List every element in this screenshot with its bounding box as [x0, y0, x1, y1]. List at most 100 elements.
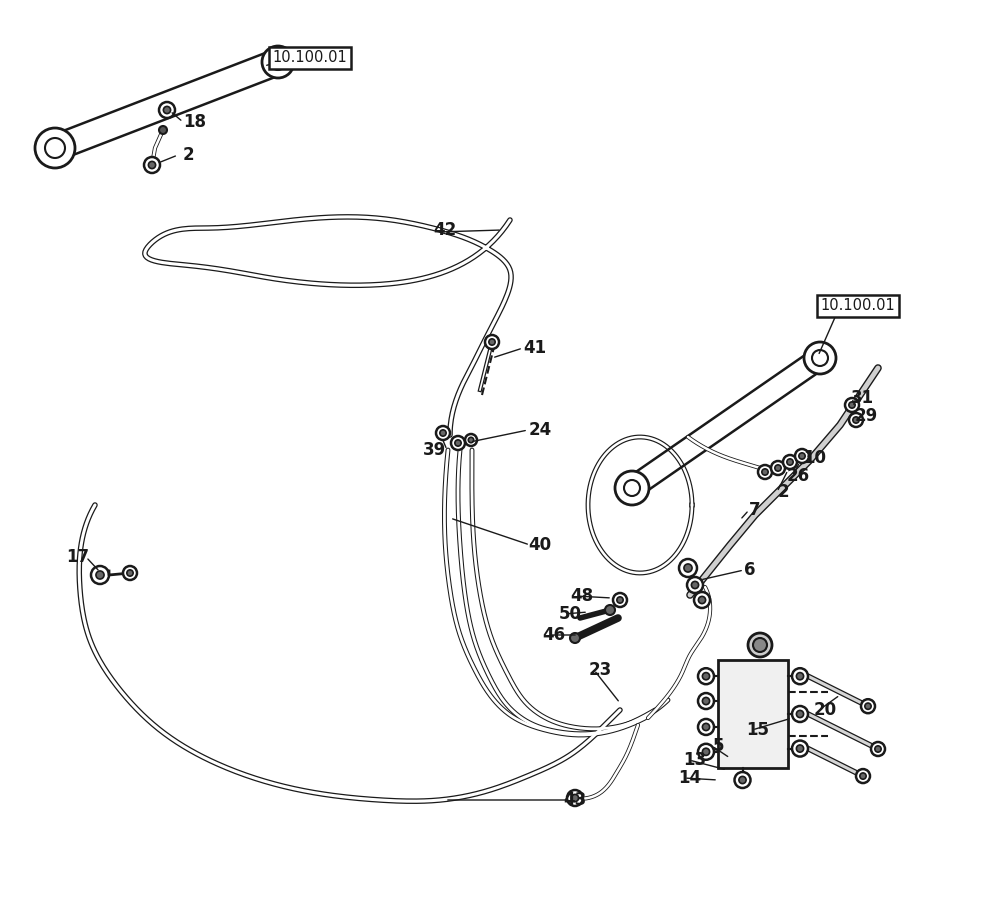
Circle shape [698, 719, 714, 735]
Circle shape [796, 711, 804, 717]
Text: 6: 6 [744, 561, 756, 579]
Text: 10.100.01: 10.100.01 [273, 50, 347, 66]
Circle shape [734, 772, 750, 788]
Text: 13: 13 [683, 751, 707, 769]
Circle shape [865, 703, 871, 709]
Circle shape [679, 559, 697, 577]
Circle shape [787, 459, 793, 465]
Circle shape [485, 335, 499, 349]
Circle shape [465, 434, 477, 446]
Circle shape [123, 566, 137, 580]
Text: 43: 43 [563, 791, 587, 809]
Circle shape [270, 54, 286, 70]
Circle shape [159, 102, 175, 118]
Circle shape [812, 350, 828, 366]
Text: 20: 20 [813, 701, 837, 719]
Circle shape [127, 570, 133, 576]
Circle shape [455, 440, 461, 446]
Circle shape [758, 465, 772, 479]
Text: 2: 2 [777, 483, 789, 501]
Circle shape [795, 449, 809, 463]
Circle shape [440, 430, 446, 436]
Circle shape [451, 436, 465, 450]
Circle shape [771, 461, 785, 475]
Text: 5: 5 [712, 737, 724, 755]
Circle shape [871, 742, 885, 756]
Circle shape [739, 777, 746, 783]
Text: 10.100.01: 10.100.01 [821, 299, 895, 313]
Circle shape [849, 402, 855, 409]
Circle shape [792, 740, 808, 757]
Text: 24: 24 [528, 421, 552, 439]
Text: 46: 46 [542, 626, 566, 644]
Circle shape [748, 633, 772, 657]
Bar [718, 660, 788, 768]
Text: 48: 48 [570, 587, 594, 605]
Circle shape [753, 638, 767, 652]
Circle shape [698, 693, 714, 709]
Text: 15: 15 [746, 721, 770, 739]
Circle shape [856, 769, 870, 783]
Text: 2: 2 [182, 146, 194, 164]
Circle shape [605, 605, 615, 615]
Circle shape [796, 745, 804, 752]
Text: 18: 18 [184, 113, 207, 131]
Text: 31: 31 [850, 389, 874, 407]
Text: 26: 26 [786, 467, 810, 485]
Circle shape [144, 157, 160, 173]
Circle shape [861, 699, 875, 714]
Circle shape [694, 592, 710, 608]
Circle shape [35, 128, 75, 168]
Circle shape [148, 161, 156, 169]
Circle shape [702, 697, 710, 704]
Circle shape [684, 564, 692, 572]
Circle shape [845, 398, 859, 412]
Circle shape [698, 668, 714, 684]
Text: 10: 10 [804, 449, 826, 467]
Text: 41: 41 [523, 339, 547, 357]
Circle shape [849, 413, 863, 427]
Text: 23: 23 [588, 661, 612, 679]
Circle shape [702, 672, 710, 680]
Circle shape [687, 577, 703, 593]
Text: 17: 17 [66, 548, 90, 566]
Circle shape [783, 455, 797, 469]
Circle shape [159, 126, 167, 134]
Text: 40: 40 [528, 536, 552, 554]
Circle shape [698, 744, 714, 759]
Circle shape [571, 794, 579, 802]
Circle shape [91, 566, 109, 584]
Circle shape [436, 426, 450, 440]
Circle shape [702, 724, 710, 731]
Circle shape [613, 593, 627, 607]
Circle shape [775, 464, 781, 471]
Text: 39: 39 [423, 441, 447, 459]
Text: 29: 29 [854, 407, 878, 425]
Circle shape [702, 748, 710, 756]
Circle shape [762, 469, 768, 475]
Circle shape [570, 633, 580, 643]
Circle shape [853, 417, 859, 423]
Text: 14: 14 [678, 769, 702, 787]
Circle shape [615, 471, 649, 505]
Circle shape [698, 596, 706, 604]
Circle shape [792, 706, 808, 722]
Circle shape [799, 453, 805, 459]
Circle shape [796, 672, 804, 680]
Text: 50: 50 [558, 605, 582, 623]
Circle shape [163, 106, 171, 114]
Circle shape [617, 597, 623, 603]
Circle shape [96, 571, 104, 579]
Circle shape [804, 342, 836, 374]
Circle shape [567, 790, 583, 806]
Circle shape [691, 582, 699, 589]
Text: 7: 7 [749, 501, 761, 519]
Circle shape [489, 339, 495, 345]
Circle shape [624, 480, 640, 496]
Circle shape [45, 138, 65, 158]
Circle shape [262, 46, 294, 78]
Circle shape [875, 746, 881, 752]
Circle shape [468, 437, 474, 442]
Circle shape [792, 668, 808, 684]
Circle shape [860, 773, 866, 780]
